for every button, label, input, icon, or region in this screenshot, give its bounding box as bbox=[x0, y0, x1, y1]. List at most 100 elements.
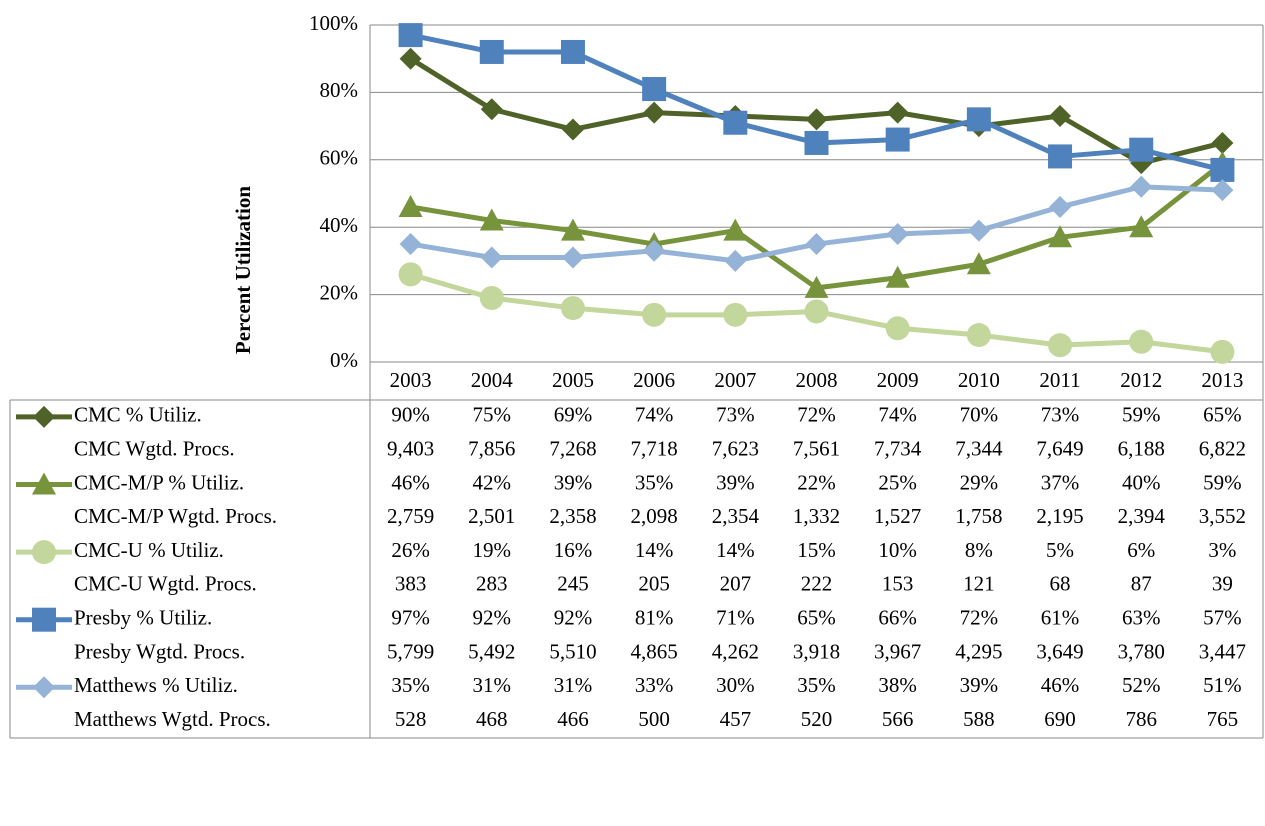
table-cell: 39% bbox=[716, 470, 755, 494]
marker bbox=[1211, 179, 1234, 202]
marker bbox=[480, 246, 503, 269]
marker bbox=[643, 101, 666, 124]
table-cell: 2,354 bbox=[712, 504, 760, 528]
y-tick-label: 100% bbox=[309, 11, 358, 35]
row-label: CMC-M/P Wgtd. Procs. bbox=[74, 504, 277, 528]
table-cell: 566 bbox=[882, 707, 914, 731]
table-cell: 42% bbox=[473, 470, 512, 494]
table-cell: 153 bbox=[882, 572, 914, 596]
table-cell: 68 bbox=[1050, 572, 1071, 596]
marker bbox=[33, 405, 55, 428]
marker bbox=[32, 472, 56, 495]
table-cell: 92% bbox=[473, 606, 512, 630]
marker bbox=[479, 208, 504, 231]
table-cell: 33% bbox=[635, 673, 674, 697]
y-tick-label: 0% bbox=[330, 348, 358, 372]
marker bbox=[1210, 157, 1235, 182]
y-tick-label: 20% bbox=[320, 280, 359, 304]
marker bbox=[398, 23, 423, 48]
y-axis-label: Percent Utilization bbox=[231, 186, 255, 354]
table-cell: 14% bbox=[716, 538, 755, 562]
marker bbox=[886, 222, 909, 245]
table-cell: 65% bbox=[797, 606, 836, 630]
y-tick-label: 80% bbox=[320, 78, 359, 102]
table-cell: 73% bbox=[1041, 403, 1080, 427]
table-cell: 528 bbox=[395, 707, 427, 731]
table-cell: 2,358 bbox=[549, 504, 596, 528]
x-tick-label: 2005 bbox=[552, 368, 594, 392]
table-cell: 8% bbox=[965, 538, 993, 562]
table-cell: 6% bbox=[1127, 538, 1155, 562]
table-cell: 59% bbox=[1122, 403, 1161, 427]
table-cell: 31% bbox=[473, 673, 512, 697]
legend-label: Matthews % Utiliz. bbox=[74, 673, 238, 697]
marker bbox=[33, 676, 55, 699]
legend-label: CMC-U % Utiliz. bbox=[74, 538, 224, 562]
table-cell: 7,268 bbox=[549, 437, 596, 461]
table-cell: 2,759 bbox=[387, 504, 434, 528]
table-cell: 1,527 bbox=[874, 504, 921, 528]
x-tick-label: 2011 bbox=[1039, 368, 1080, 392]
table-cell: 5,492 bbox=[468, 639, 515, 663]
table-cell: 74% bbox=[635, 403, 674, 427]
table-cell: 205 bbox=[638, 572, 670, 596]
marker bbox=[885, 127, 910, 152]
marker bbox=[966, 252, 991, 275]
table-cell: 383 bbox=[395, 572, 427, 596]
table-cell: 3,649 bbox=[1036, 639, 1083, 663]
marker bbox=[398, 262, 423, 287]
table-cell: 283 bbox=[476, 572, 508, 596]
y-tick-label: 40% bbox=[320, 213, 359, 237]
table-cell: 31% bbox=[554, 673, 593, 697]
table-cell: 39% bbox=[554, 470, 593, 494]
table-cell: 61% bbox=[1041, 606, 1080, 630]
table-cell: 5,799 bbox=[387, 639, 434, 663]
table-cell: 59% bbox=[1203, 470, 1242, 494]
table-cell: 2,098 bbox=[631, 504, 678, 528]
table-cell: 15% bbox=[797, 538, 836, 562]
table-cell: 97% bbox=[391, 606, 430, 630]
table-cell: 457 bbox=[720, 707, 752, 731]
table-cell: 245 bbox=[557, 572, 589, 596]
marker bbox=[805, 108, 828, 131]
table-cell: 40% bbox=[1122, 470, 1161, 494]
marker bbox=[723, 302, 748, 327]
table-cell: 75% bbox=[473, 403, 512, 427]
marker bbox=[1049, 195, 1072, 218]
table-cell: 22% bbox=[797, 470, 836, 494]
table-cell: 1,758 bbox=[955, 504, 1002, 528]
marker bbox=[398, 194, 423, 217]
table-cell: 25% bbox=[878, 470, 917, 494]
table-cell: 468 bbox=[476, 707, 508, 731]
marker bbox=[805, 233, 828, 256]
marker bbox=[561, 246, 584, 269]
table-cell: 5,510 bbox=[549, 639, 596, 663]
table-cell: 765 bbox=[1207, 707, 1239, 731]
table-cell: 2,501 bbox=[468, 504, 515, 528]
table-cell: 35% bbox=[635, 470, 674, 494]
table-cell: 73% bbox=[716, 403, 755, 427]
table-cell: 1,332 bbox=[793, 504, 840, 528]
x-tick-label: 2007 bbox=[714, 368, 756, 392]
table-cell: 29% bbox=[960, 470, 999, 494]
marker bbox=[642, 77, 667, 102]
marker bbox=[643, 239, 666, 262]
marker bbox=[804, 299, 829, 324]
table-cell: 786 bbox=[1125, 707, 1157, 731]
table-cell: 2,195 bbox=[1036, 504, 1083, 528]
table-cell: 7,734 bbox=[874, 437, 922, 461]
legend-label: Presby % Utiliz. bbox=[74, 606, 212, 630]
table-cell: 3,780 bbox=[1118, 639, 1165, 663]
legend-label: CMC-M/P % Utiliz. bbox=[74, 470, 244, 494]
table-cell: 500 bbox=[638, 707, 670, 731]
x-tick-label: 2013 bbox=[1201, 368, 1243, 392]
marker bbox=[399, 47, 422, 70]
x-tick-label: 2004 bbox=[471, 368, 514, 392]
table-cell: 30% bbox=[716, 673, 755, 697]
table-cell: 7,623 bbox=[712, 437, 759, 461]
table-cell: 90% bbox=[391, 403, 430, 427]
table-cell: 65% bbox=[1203, 403, 1242, 427]
marker bbox=[1129, 137, 1154, 162]
legend-label: CMC % Utiliz. bbox=[74, 403, 202, 427]
